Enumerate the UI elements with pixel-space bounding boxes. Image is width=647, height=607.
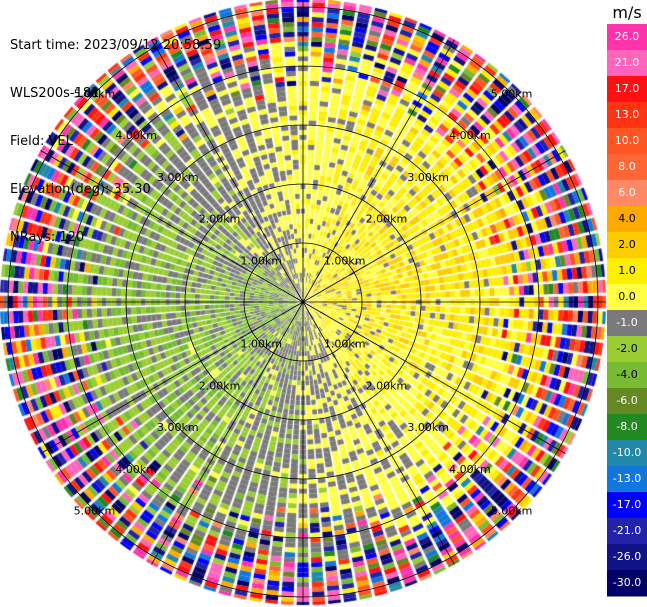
azimuth-spoke-330 (151, 39, 304, 303)
elevation-label: Elevation(deg): 35.30 (10, 182, 151, 197)
colorbar-bin (607, 206, 647, 233)
colorbar-tick-label: -13.0 (613, 472, 641, 485)
colorbar-tick-label: -21.0 (613, 524, 641, 537)
colorbar-tick-label: 1.0 (618, 264, 636, 277)
colorbar-bin (607, 388, 647, 415)
range-ring-label: 2.00km (199, 213, 241, 226)
colorbar-bin (607, 570, 647, 597)
range-ring-label: 5.00km (491, 87, 533, 100)
colorbar-bin (607, 440, 647, 467)
range-ring-label: 4.00km (449, 463, 491, 476)
start-time-label: Start time: 2023/09/12 20:58:59 (10, 38, 222, 53)
colorbar-tick-label: -30.0 (613, 576, 641, 589)
colorbar-tick-label: -6.0 (616, 394, 637, 407)
azimuth-spoke-60 (302, 150, 566, 303)
range-ring-label: 3.00km (407, 421, 449, 434)
colorbar-tick-label: -2.0 (616, 342, 637, 355)
colorbar-bin (607, 336, 647, 363)
colorbar-bin (607, 102, 647, 129)
azimuth-spoke-150 (302, 301, 455, 565)
colorbar-bin (607, 466, 647, 493)
range-ring-label: 2.00km (199, 379, 241, 392)
colorbar-tick-label: -8.0 (616, 420, 637, 433)
range-ring-label: 5.00km (491, 505, 533, 518)
range-ring-label: 4.00km (115, 129, 157, 142)
range-ring-label: 3.00km (157, 421, 199, 434)
range-ring-label: 1.00km (324, 338, 366, 351)
range-ring-label: 3.00km (157, 171, 199, 184)
colorbar-bin (607, 232, 647, 259)
colorbar-unit-label: m/s (612, 3, 641, 22)
colorbar-tick-label: -1.0 (616, 316, 637, 329)
colorbar: m/s 26.0 21.0 17.0 13.0 10.0 8.0 6.0 4.0 2.0 1.0 0.… (607, 3, 647, 597)
azimuth-spoke-210 (151, 301, 304, 565)
colorbar-bin (607, 154, 647, 181)
colorbar-bin (607, 180, 647, 207)
colorbar-tick-label: 0.0 (618, 290, 636, 303)
colorbar-bin (607, 128, 647, 155)
colorbar-tick-label: 17.0 (615, 82, 640, 95)
colorbar-bin (607, 518, 647, 545)
colorbar-tick-label: 8.0 (618, 160, 636, 173)
range-ring-label: 5.00km (74, 505, 116, 518)
colorbar-tick-label: 6.0 (618, 186, 636, 199)
colorbar-tick-label: -17.0 (613, 498, 641, 511)
range-ring-label: 2.00km (366, 213, 408, 226)
azimuth-spoke-30 (302, 39, 455, 303)
colorbar-tick-label: 2.0 (618, 238, 636, 251)
colorbar-bin (607, 310, 647, 337)
azimuth-spoke-120 (302, 301, 566, 454)
colorbar-bin (607, 50, 647, 77)
colorbar-tick-label: 13.0 (615, 108, 640, 121)
colorbar-tick-label: -4.0 (616, 368, 637, 381)
colorbar-bin (607, 284, 647, 311)
azimuth-spoke-240 (40, 301, 304, 454)
nrays-label: NRays: 120 (10, 230, 85, 245)
colorbar-bin (607, 544, 647, 571)
range-ring-label: 3.00km (407, 171, 449, 184)
colorbar-bin (607, 492, 647, 519)
colorbar-bin (607, 24, 647, 51)
range-ring-label: 1.00km (240, 338, 282, 351)
colorbar-tick-label: -10.0 (613, 446, 641, 459)
ppi-overlay: 1.00km 1.00km 1.00km 1.00km 2.00km 2.00km 2.00… (0, 0, 606, 605)
range-ring-label: 4.00km (449, 129, 491, 142)
colorbar-tick-label: 4.0 (618, 212, 636, 225)
field-label: Field: VEL (10, 134, 73, 149)
colorbar-tick-label: 26.0 (615, 30, 640, 43)
colorbar-bin (607, 258, 647, 285)
instrument-label: WLS200s-181 (10, 86, 100, 101)
colorbar-bin (607, 362, 647, 389)
azimuth-spoke-300 (40, 150, 304, 303)
colorbar-tick-label: -26.0 (613, 550, 641, 563)
range-ring-label: 5.00km (74, 87, 116, 100)
range-ring-label: 2.00km (366, 379, 408, 392)
range-ring-label: 1.00km (240, 254, 282, 267)
range-ring-label: 1.00km (324, 254, 366, 267)
colorbar-tick-label: 10.0 (615, 134, 640, 147)
colorbar-tick-label: 21.0 (615, 56, 640, 69)
scan-info: Start time: 2023/09/12 20:58:59 WLS200s-… (10, 6, 221, 278)
colorbar-bin (607, 414, 647, 441)
colorbar-bin (607, 76, 647, 103)
range-ring-label: 4.00km (115, 463, 157, 476)
